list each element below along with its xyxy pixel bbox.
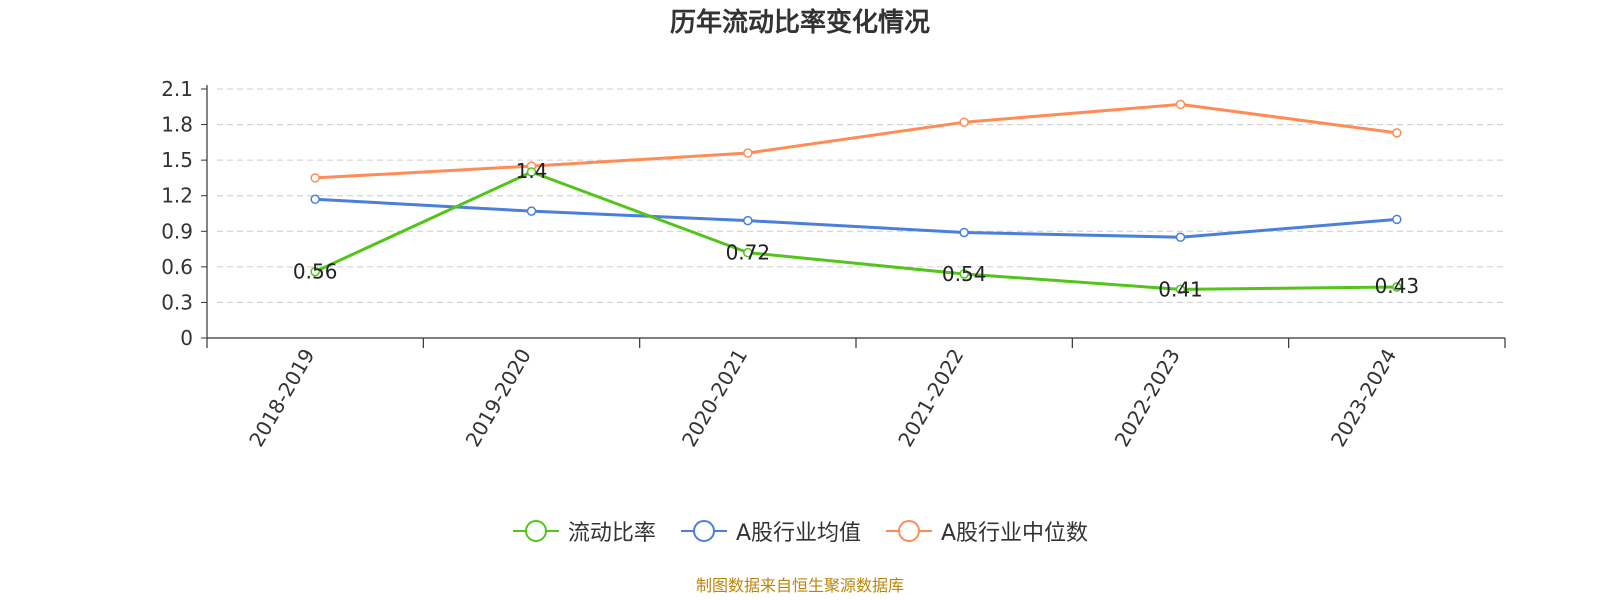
- data-point: [743, 148, 753, 158]
- data-point: [526, 206, 537, 216]
- data-label: 1.4: [516, 159, 548, 183]
- data-point: [959, 227, 969, 238]
- legend-symbol-current-ratio: [512, 520, 559, 542]
- x-tick-label: 2021-2022: [893, 345, 968, 451]
- data-source-note: 制图数据来自恒生聚源数据库: [695, 576, 904, 595]
- data-point: [959, 269, 969, 279]
- legend-label-industry-median: A股行业中位数: [941, 521, 1089, 546]
- data-point: [526, 167, 537, 177]
- x-tick-label: 2020-2021: [677, 345, 752, 451]
- data-point: [743, 215, 753, 226]
- series-line: [314, 170, 1397, 291]
- data-point: [310, 266, 320, 277]
- data-point: [1392, 214, 1402, 225]
- y-tick-label: 0.3: [161, 290, 193, 314]
- legend-symbol-industry-mean: [680, 520, 727, 542]
- data-label: 0.54: [942, 262, 987, 286]
- chart-title: 历年流动比率变化情况: [669, 8, 930, 38]
- x-tick-label: 2022-2023: [1110, 345, 1185, 451]
- data-label: 0.41: [1158, 277, 1203, 301]
- legend-marker: [692, 520, 715, 542]
- legend: 流动比率 A股行业均值 A股行业中位数: [0, 515, 1600, 547]
- y-tick-label: 1.5: [161, 148, 193, 172]
- data-point: [1392, 282, 1402, 292]
- legend-item-current-ratio[interactable]: 流动比率: [512, 515, 656, 547]
- series-line: [315, 102, 1398, 180]
- data-point: [1175, 99, 1186, 110]
- x-tick-label: 2018-2019: [244, 345, 319, 451]
- y-tick-label: 0.9: [161, 219, 193, 243]
- data-label: 0.56: [293, 260, 338, 284]
- data-point: [310, 194, 320, 205]
- y-tick-label: 1.2: [161, 184, 193, 208]
- y-tick-label: 0.6: [161, 255, 193, 279]
- data-label: 0.72: [726, 241, 771, 265]
- y-tick-label: 2.1: [161, 77, 193, 101]
- legend-marker: [524, 520, 547, 542]
- legend-item-industry-median[interactable]: A股行业中位数: [885, 515, 1088, 547]
- x-tick-label: 2023-2024: [1326, 345, 1401, 451]
- data-label: 0.43: [1375, 274, 1420, 298]
- grid-lines: [217, 88, 1505, 303]
- legend-symbol-industry-median: [886, 520, 932, 542]
- data-point: [743, 247, 753, 258]
- axes: 0 0.3 0.6 0.9 1.2 1.5 1.8 2.1 2018-2019 2019-2020…: [161, 77, 1506, 451]
- legend-item-industry-mean[interactable]: A股行业均值: [680, 515, 861, 547]
- y-tick-label: 0: [180, 326, 193, 350]
- legend-label-current-ratio: 流动比率: [567, 521, 656, 546]
- series-line: [315, 197, 1397, 239]
- legend-marker: [898, 520, 920, 542]
- x-tick-label: 2019-2020: [461, 345, 536, 451]
- data-point: [1175, 284, 1186, 295]
- data-point: [1175, 232, 1186, 242]
- data-point: [310, 173, 320, 183]
- legend-label-industry-mean: A股行业均值: [735, 521, 861, 546]
- data-point: [1392, 128, 1402, 138]
- series-lines: [310, 99, 1402, 295]
- y-tick-label: 1.8: [161, 113, 193, 137]
- data-labels: 0.56 1.4 0.72 0.54 0.41 0.43: [293, 159, 1419, 301]
- data-point: [959, 117, 969, 127]
